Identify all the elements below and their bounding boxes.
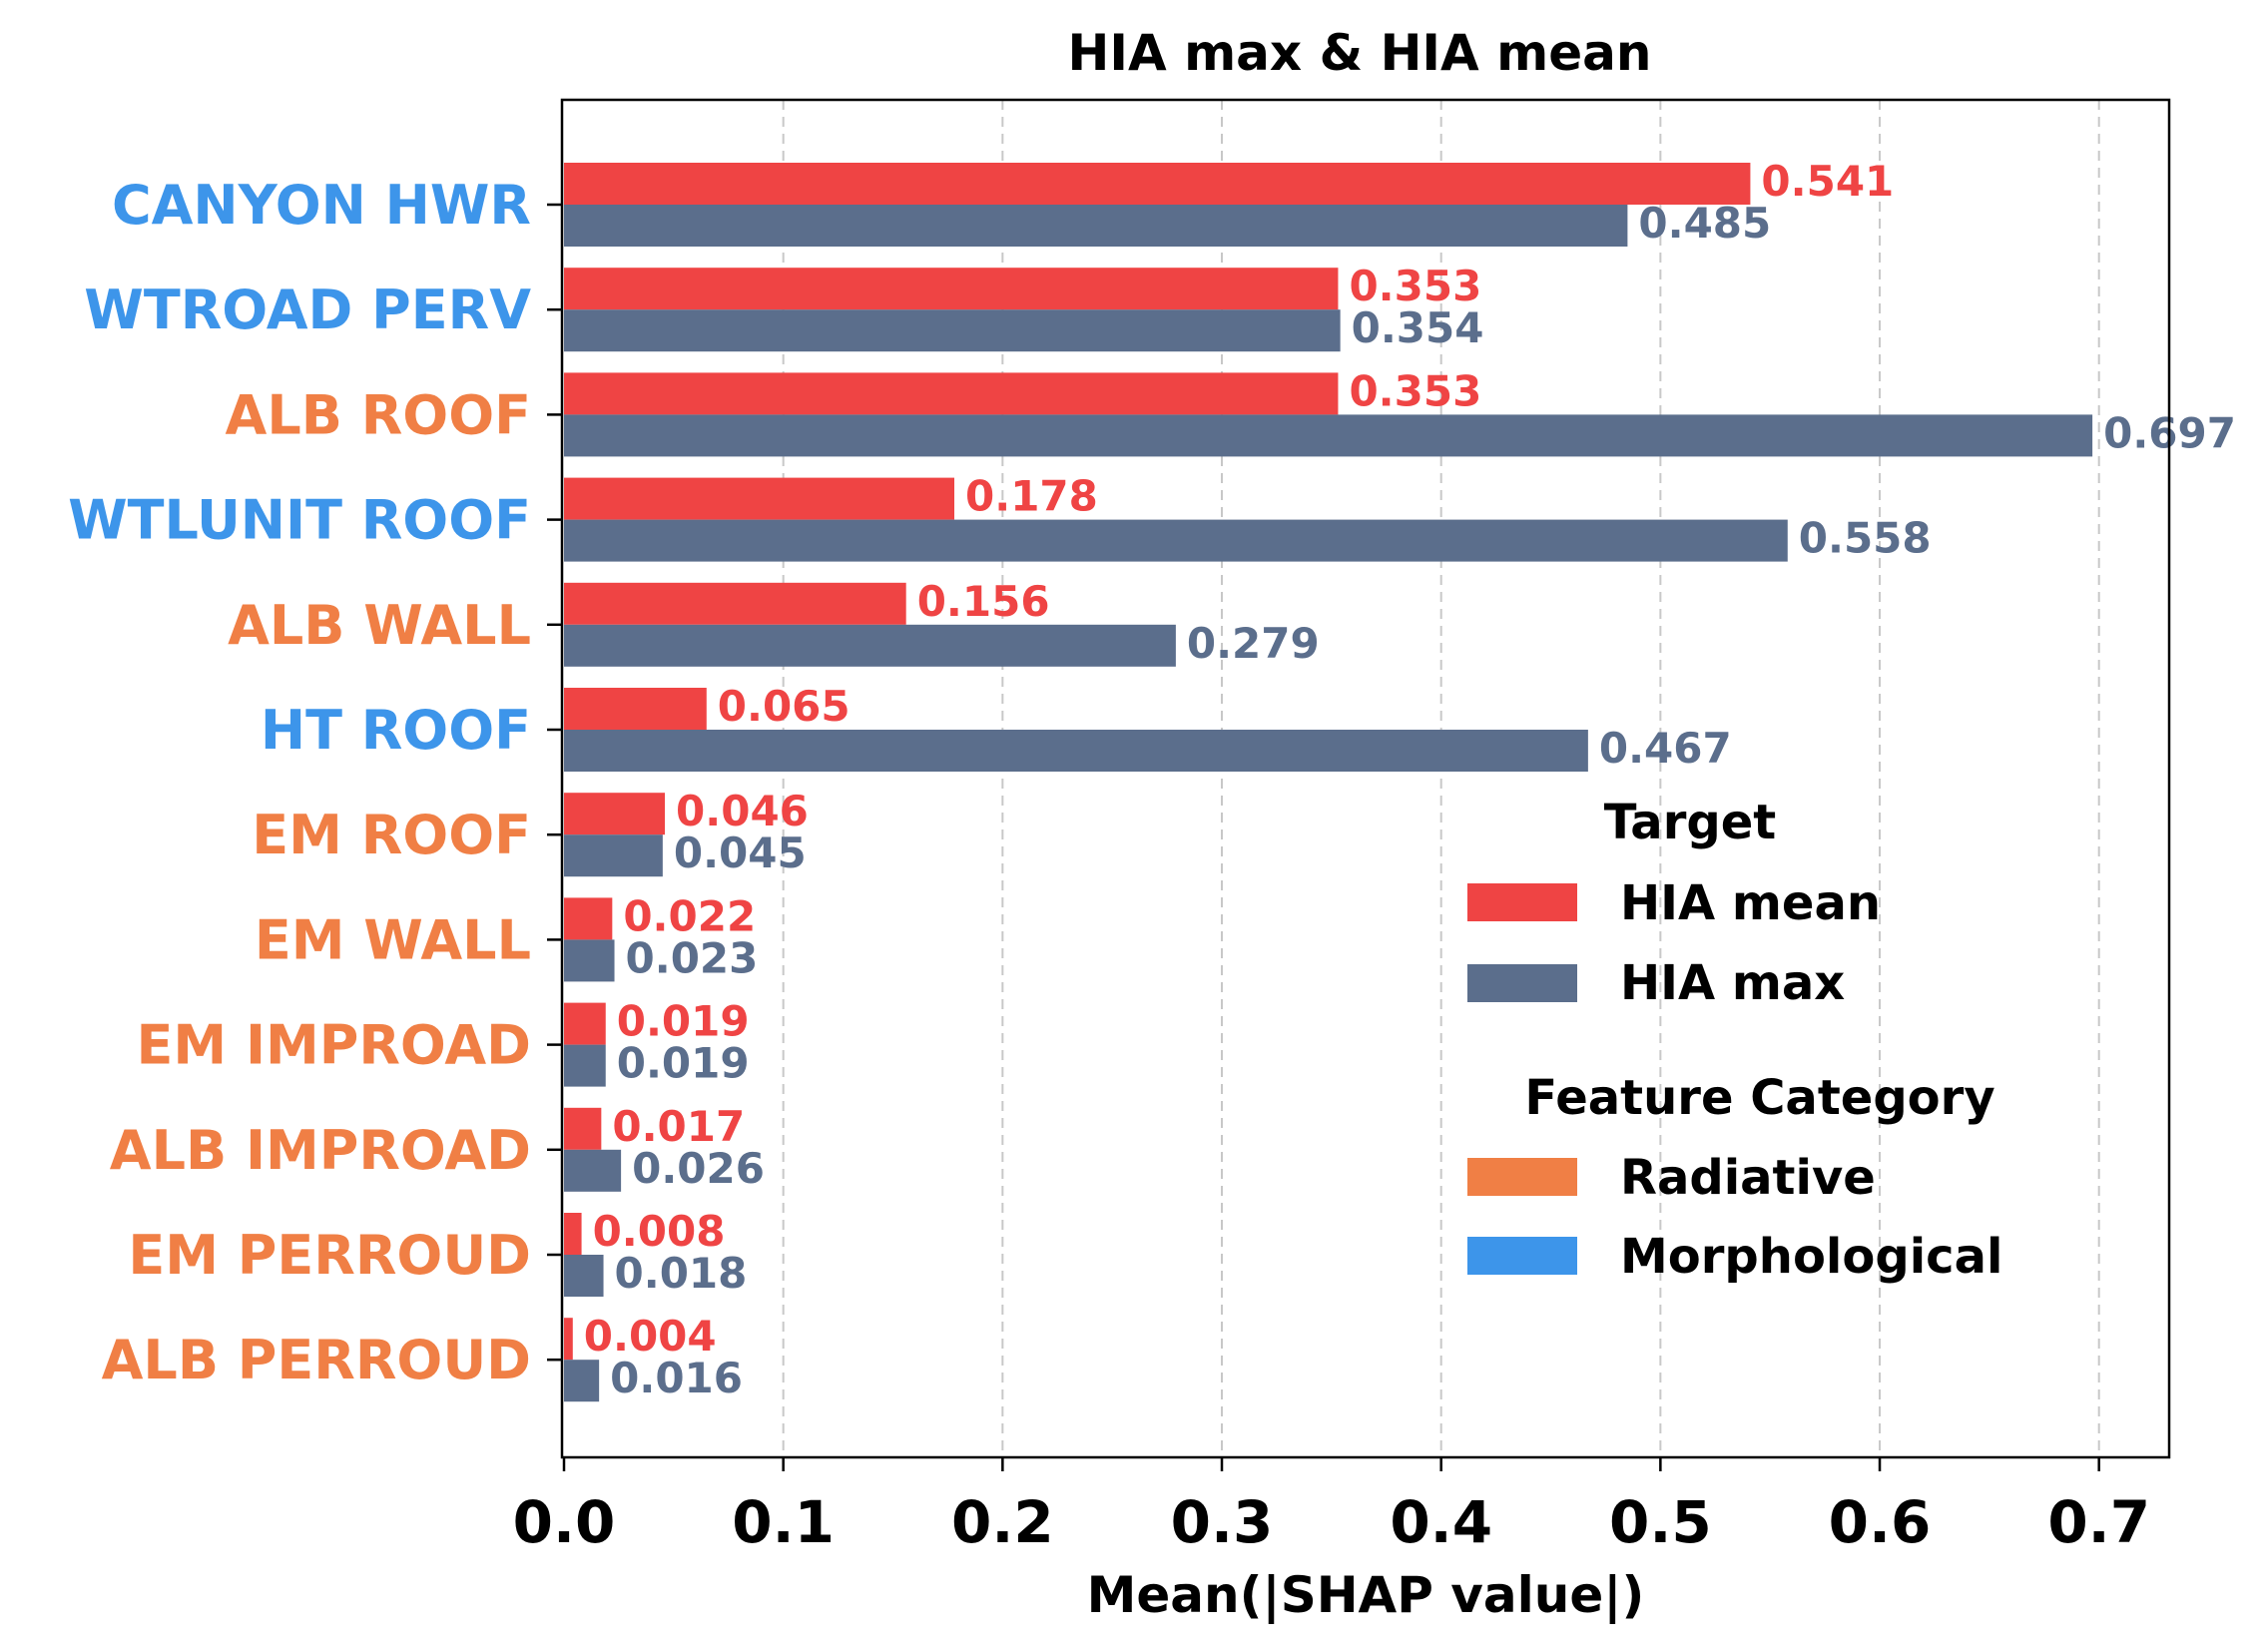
- data-label-hia-max: 0.016: [610, 1354, 743, 1402]
- data-label-hia-mean: 0.019: [617, 997, 750, 1046]
- data-label-hia-mean: 0.008: [593, 1207, 726, 1256]
- legend-swatch-radiative: [1467, 1158, 1577, 1196]
- bar-hia-mean-ht-roof: [564, 688, 707, 730]
- data-label-hia-mean: 0.353: [1349, 262, 1481, 310]
- x-tick-label: 0.1: [732, 1488, 835, 1556]
- bar-hia-max-alb-perroud: [564, 1360, 600, 1402]
- legend-category-title: Feature Category: [1524, 1070, 1994, 1126]
- bar-hia-mean-alb-wall: [564, 582, 906, 625]
- x-axis-label: Mean(|SHAP value|): [1087, 1566, 1645, 1624]
- x-tick-label: 0.0: [513, 1488, 616, 1556]
- legend-label-radiative: Radiative: [1620, 1150, 1876, 1206]
- y-axis-labels: CANYON HWR WTROAD PERV ALB ROOF WTLUNIT ROO…: [68, 174, 562, 1391]
- legend: Target HIA mean HIA max Feature Category…: [1467, 795, 2002, 1285]
- data-label-hia-max: 0.558: [1799, 514, 1932, 563]
- legend-swatch-hia-mean: [1467, 883, 1577, 921]
- y-label-wtroad-perv: WTROAD PERV: [84, 278, 531, 341]
- legend-target-title: Target: [1604, 795, 1776, 850]
- y-label-em-improad: EM IMPROAD: [137, 1014, 531, 1077]
- bar-hia-mean-em-wall: [564, 897, 613, 940]
- bar-hia-mean-alb-perroud: [564, 1318, 573, 1361]
- data-label-hia-mean: 0.156: [917, 577, 1050, 626]
- bar-hia-max-em-perroud: [564, 1255, 604, 1297]
- bar-hia-mean-canyon-hwr: [564, 163, 1751, 205]
- data-label-hia-max: 0.485: [1638, 199, 1771, 248]
- data-label-hia-mean: 0.046: [676, 787, 809, 835]
- bar-hia-max-canyon-hwr: [564, 205, 1628, 247]
- y-label-ht-roof: HT ROOF: [261, 699, 531, 762]
- bar-hia-max-wtroad-perv: [564, 309, 1341, 352]
- x-tick-label: 0.5: [1609, 1488, 1712, 1556]
- data-label-hia-max: 0.023: [626, 933, 759, 982]
- data-label-hia-max: 0.026: [632, 1144, 765, 1193]
- y-label-em-wall: EM WALL: [255, 908, 531, 971]
- legend-label-hia-max: HIA max: [1620, 955, 1845, 1011]
- bar-hia-mean-em-improad: [564, 1002, 606, 1045]
- data-label-hia-max: 0.018: [615, 1249, 748, 1298]
- y-label-em-perroud: EM PERROUD: [128, 1224, 531, 1287]
- legend-label-hia-mean: HIA mean: [1620, 875, 1881, 931]
- chart-title: HIA max & HIA mean: [1068, 24, 1652, 82]
- x-tick-label: 0.3: [1171, 1488, 1274, 1556]
- y-label-canyon-hwr: CANYON HWR: [112, 174, 531, 237]
- bar-hia-max-wtlunit-roof: [564, 519, 1788, 562]
- data-label-hia-max: 0.019: [617, 1039, 750, 1088]
- y-label-alb-improad: ALB IMPROAD: [110, 1119, 531, 1182]
- bar-hia-max-ht-roof: [564, 730, 1588, 772]
- x-tick-label: 0.6: [1829, 1488, 1932, 1556]
- y-label-wtlunit-roof: WTLUNIT ROOF: [68, 489, 531, 552]
- data-label-hia-mean: 0.541: [1761, 157, 1894, 206]
- legend-label-morphological: Morphological: [1620, 1229, 2002, 1285]
- data-label-hia-max: 0.045: [674, 828, 807, 877]
- bar-hia-max-alb-roof: [564, 414, 2093, 457]
- data-label-hia-mean: 0.353: [1349, 366, 1481, 415]
- data-label-hia-mean: 0.178: [965, 472, 1098, 521]
- bar-hia-max-em-improad: [564, 1044, 606, 1087]
- bar-hia-mean-wtlunit-roof: [564, 477, 955, 520]
- legend-swatch-morphological: [1467, 1237, 1577, 1275]
- bar-hia-mean-alb-roof: [564, 372, 1339, 415]
- x-tick-label: 0.2: [951, 1488, 1054, 1556]
- data-label-hia-mean: 0.065: [718, 682, 850, 731]
- x-tick-label: 0.7: [2047, 1488, 2150, 1556]
- x-axis: 0.0 0.1 0.2 0.3 0.4 0.5 0.6 0.7: [513, 1457, 2150, 1556]
- data-label-hia-mean: 0.017: [612, 1102, 745, 1151]
- bar-hia-max-em-roof: [564, 834, 663, 877]
- bars: 0.5410.4850.3530.3540.3530.6970.1780.558…: [564, 157, 2236, 1402]
- y-label-alb-wall: ALB WALL: [228, 594, 531, 657]
- bar-hia-mean-wtroad-perv: [564, 268, 1339, 310]
- bar-hia-mean-alb-improad: [564, 1107, 602, 1150]
- bar-hia-max-alb-improad: [564, 1149, 622, 1192]
- data-label-hia-max: 0.354: [1352, 303, 1484, 352]
- bar-hia-mean-em-roof: [564, 793, 666, 835]
- bar-hia-max-em-wall: [564, 939, 615, 982]
- y-label-alb-roof: ALB ROOF: [226, 383, 531, 446]
- plot-frame: [560, 98, 2171, 1459]
- x-tick-label: 0.4: [1390, 1488, 1492, 1556]
- data-label-hia-mean: 0.004: [584, 1312, 717, 1361]
- data-label-hia-max: 0.279: [1187, 619, 1320, 668]
- bar-hia-max-alb-wall: [564, 624, 1176, 667]
- legend-swatch-hia-max: [1467, 964, 1577, 1002]
- y-label-alb-perroud: ALB PERROUD: [102, 1329, 531, 1391]
- data-label-hia-mean: 0.022: [623, 891, 756, 940]
- bar-hia-mean-em-perroud: [564, 1213, 582, 1255]
- data-label-hia-max: 0.467: [1599, 724, 1732, 773]
- y-label-em-roof: EM ROOF: [252, 804, 531, 866]
